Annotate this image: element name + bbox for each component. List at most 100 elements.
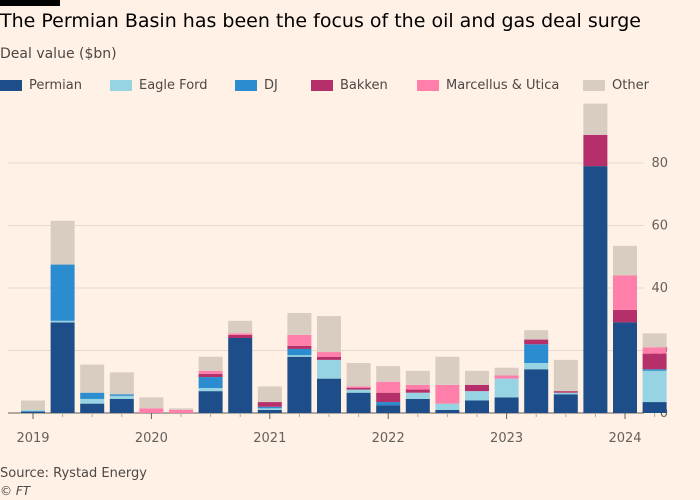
bar-segment-bakken [524,339,549,345]
bar-segment-bakken [317,356,341,360]
bar-segment-marcellus-utica [228,333,253,335]
bar-segment-eagle-ford [21,409,45,412]
bar-segment-eagle-ford [80,398,105,404]
bar-segment-permian [21,411,45,413]
bar-segment-permian [494,397,519,413]
bar-segment-permian [80,403,105,413]
x-tick-label: 2023 [490,431,523,446]
bar-segment-eagle-ford [198,388,223,392]
bar-segment-other [257,386,282,403]
bar-segment-other [494,367,519,376]
bar-segment-permian [109,398,134,413]
bar-segment-other [317,316,341,353]
x-tick-label: 2021 [253,431,286,446]
bar-segment-other [198,356,223,371]
y-tick-label: 40 [651,281,668,296]
stacked-bar-chart: 020406080201920202021202220232024 [8,103,668,446]
bar-segment-permian [346,392,371,413]
bar-segment-eagle-ford [553,392,578,395]
bar-segment-bakken [405,389,430,393]
bar-segment-permian [553,394,578,413]
chart-subtitle: Deal value ($bn) [0,46,117,62]
bar-segment-dj [80,392,105,399]
bar-segment-marcellus-utica [198,370,223,374]
bar-segment-other [524,330,549,340]
bar-segment-marcellus-utica [642,347,667,354]
bar-segment-eagle-ford [346,389,371,393]
legend-swatch [417,80,439,91]
legend-label: Marcellus & Utica [446,78,560,93]
bar-segment-permian [524,369,549,413]
bar-segment-eagle-ford [317,359,341,379]
bar-segment-marcellus-utica [169,409,193,413]
legend-item-bakken: Bakken [311,78,388,93]
bar-segment-eagle-ford [465,391,489,401]
legend-label: Bakken [340,78,388,93]
bar-segment-other [405,370,430,385]
legend-swatch [583,80,605,91]
bar-segment-other [465,370,489,385]
x-tick-label: 2024 [608,431,641,446]
bar-segment-other [139,397,164,409]
bar-segment-other [376,366,401,382]
bar-segment-bakken [228,334,253,338]
bar-segment-other [583,103,608,135]
bar-segment-permian [435,409,460,413]
bar-segment-marcellus-utica [494,375,519,379]
bar-segment-bakken [642,353,667,370]
bar-segment-permian [405,398,430,413]
bar-segment-permian [465,400,489,413]
bar-segment-dj [524,344,549,363]
bar-segment-eagle-ford [287,355,312,357]
bar-segment-eagle-ford [524,363,549,370]
bar-segment-eagle-ford [494,378,519,398]
legend-label: DJ [264,78,278,93]
bar-segment-marcellus-utica [435,384,460,404]
bar-segment-marcellus-utica [287,334,312,346]
bar-segment-other [642,333,667,348]
legend-swatch [235,80,257,91]
bar-segment-permian [257,409,282,413]
legend-swatch [0,80,22,91]
bar-segment-dj [198,377,223,388]
bar-segment-other [169,408,193,410]
credit-note: © FT [0,484,31,498]
legend-label: Eagle Ford [139,78,208,93]
bar-segment-dj [642,369,667,371]
bar-segment-eagle-ford [435,403,460,410]
bar-segment-other [435,356,460,385]
bar-segment-eagle-ford [405,392,430,399]
bar-segment-eagle-ford [642,370,667,403]
bar-segment-bakken [287,345,312,349]
bar-segment-bakken [257,402,282,407]
bar-segment-other [21,400,45,410]
legend-item-eagle-ford: Eagle Ford [110,78,208,93]
source-note: Source: Rystad Energy [0,466,147,481]
bar-segment-eagle-ford [50,320,75,323]
bar-segment-permian [50,322,75,413]
bar-segment-marcellus-utica [346,386,371,388]
bar-segment-eagle-ford [109,395,134,399]
bar-segment-dj [257,406,282,409]
x-tick-label: 2019 [16,431,49,446]
bar-segment-bakken [346,388,371,390]
bar-segment-dj [109,394,134,396]
legend-swatch [311,80,333,91]
bar-segment-marcellus-utica [376,381,401,393]
bar-segment-other [346,363,371,387]
chart-title: The Permian Basin has been the focus of … [0,10,641,32]
bar-segment-permian [228,338,253,413]
bar-segment-permian [317,378,341,413]
bar-segment-bakken [613,309,637,323]
bar-segment-bakken [583,134,608,167]
bar-segment-other [613,245,637,276]
bar-segment-permian [287,356,312,413]
x-tick-label: 2022 [372,431,405,446]
bar-segment-other [50,220,75,265]
legend-item-marcellus-utica: Marcellus & Utica [417,78,559,93]
y-tick-label: 0 [660,406,668,421]
x-tick-label: 2020 [135,431,168,446]
bar-segment-dj [50,264,75,321]
legend-swatch [110,80,132,91]
bar-segment-bakken [553,391,578,393]
